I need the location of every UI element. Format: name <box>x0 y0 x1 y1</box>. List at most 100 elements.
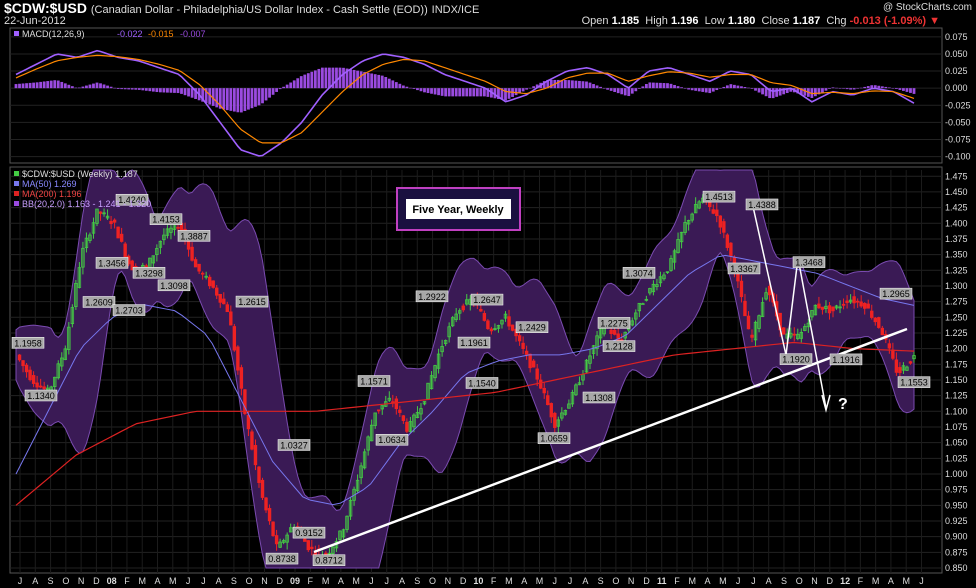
candle-body <box>433 365 437 379</box>
candle-body <box>260 479 265 498</box>
price-tick-label: 0.850 <box>945 563 968 573</box>
macd-hist-bar <box>504 88 507 101</box>
macd-hist-bar <box>85 85 88 89</box>
candle-body <box>616 333 620 341</box>
price-callout-box <box>897 376 931 388</box>
x-tick-label: D <box>643 576 650 586</box>
price-callout-box <box>312 554 346 566</box>
candle-body <box>859 301 863 307</box>
macd-hist-bar <box>320 67 324 89</box>
x-tick-label: J <box>751 576 756 586</box>
candle-body <box>17 354 22 361</box>
x-tick-label: 10 <box>473 576 483 586</box>
low-value: 1.180 <box>727 15 756 27</box>
candle-body <box>123 243 127 258</box>
candle-body <box>98 211 103 214</box>
macd-hist-bar <box>155 88 159 93</box>
x-tick-label: A <box>32 576 38 586</box>
macd-hist-bar <box>687 88 691 90</box>
price-callout-box <box>265 552 299 565</box>
candle-body <box>595 335 599 349</box>
candle-body <box>440 346 444 353</box>
x-tick-label: J <box>18 576 23 586</box>
x-tick-label: S <box>414 576 420 586</box>
candle-body <box>796 333 800 340</box>
candle-body <box>88 234 92 241</box>
macd-tick-label: 0.075 <box>945 32 968 42</box>
macd-hist-bar <box>902 88 905 91</box>
price-callout-label: 1.2965 <box>882 289 910 299</box>
price-tick-label: 1.125 <box>945 391 968 401</box>
price-tick-label: 1.325 <box>945 265 968 275</box>
down-arrow-icon: ▼ <box>929 15 940 27</box>
candle-body <box>232 326 237 351</box>
macd-hist-bar <box>652 82 655 89</box>
candle-body <box>479 308 483 312</box>
candle-body <box>908 361 913 364</box>
candle-body <box>880 327 885 336</box>
macd-hist-bar <box>863 86 867 89</box>
brand-logo: @ StockCharts.com <box>882 2 972 13</box>
candle-body <box>630 320 634 326</box>
price-callout-box <box>597 317 631 329</box>
macd-hist-bar <box>423 88 426 93</box>
macd-hist-bar <box>194 88 197 99</box>
candle-body <box>609 329 613 334</box>
ohlc-readout: Open 1.185 High 1.196 Low 1.180 Close 1.… <box>582 15 940 27</box>
macd-hist-bar <box>70 86 74 89</box>
macd-hist-bar <box>232 88 236 112</box>
price-tick-label: 1.200 <box>945 344 968 354</box>
price-callout-label: 1.3074 <box>625 268 653 278</box>
macd-hist-bar <box>239 88 243 113</box>
macd-hist-bar <box>113 87 117 89</box>
candle-body <box>443 340 448 345</box>
macd-hist-bar <box>856 88 860 89</box>
macd-hist-bar <box>134 88 138 90</box>
x-tick-label: F <box>674 576 680 586</box>
macd-hist-bar <box>35 82 39 89</box>
macd-hist-bar <box>849 88 853 90</box>
x-tick-label: J <box>919 576 924 586</box>
price-callout-label: 1.4240 <box>118 195 146 205</box>
macd-hist-bar <box>644 83 648 89</box>
candle-body <box>359 465 363 479</box>
x-tick-label: N <box>78 576 85 586</box>
x-tick-label: M <box>689 576 697 586</box>
macd-hist-bar <box>912 88 916 94</box>
candle-body <box>70 307 75 325</box>
x-tick-label: D <box>93 576 100 586</box>
chart-date: 22-Jun-2012 <box>4 15 66 27</box>
candle-body <box>866 303 870 309</box>
candle-body <box>820 306 825 310</box>
price-tick-label: 1.150 <box>945 375 968 385</box>
macd-hist-bar <box>56 80 60 89</box>
price-callout-label: 1.2703 <box>115 306 143 316</box>
macd-hist-bar <box>870 85 874 89</box>
candle-body <box>419 408 423 415</box>
price-tick-label: 1.400 <box>945 218 968 228</box>
price-callout-box <box>115 193 149 206</box>
x-tick-label: 08 <box>107 576 117 586</box>
macd-hist-bar <box>137 88 141 90</box>
macd-hist-bar <box>275 88 278 92</box>
candle-body <box>715 209 719 216</box>
macd-hist-bar <box>236 88 240 113</box>
candle-body <box>380 405 384 410</box>
x-tick-label: D <box>827 576 834 586</box>
price-callout-label: 1.2615 <box>238 297 266 307</box>
macd-hist-bar <box>894 88 898 89</box>
macd-hist-bar <box>518 88 521 94</box>
question-mark: ? <box>838 396 848 413</box>
macd-hist-bar <box>384 77 388 89</box>
candle-body <box>229 311 233 326</box>
price-callout-label: 1.3456 <box>98 258 126 268</box>
macd-hist-bar <box>409 87 412 89</box>
macd-hist-bar <box>391 80 395 89</box>
candle-body <box>887 343 892 349</box>
candle-body <box>310 546 314 550</box>
candle-body <box>53 376 57 387</box>
candle-body <box>574 384 578 396</box>
candle-body <box>567 403 571 409</box>
price-callout-label: 1.3098 <box>160 281 188 291</box>
macd-hist-bar <box>461 88 465 97</box>
